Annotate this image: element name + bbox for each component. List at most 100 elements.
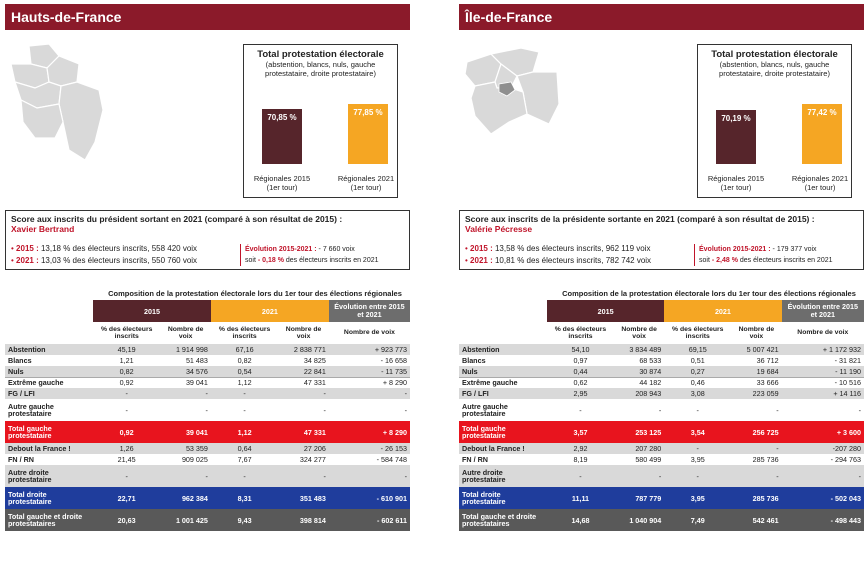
cell-voix-2015: 909 025: [160, 454, 211, 465]
table-row: Nuls 0,44 30 874 0,27 19 684- 11 190: [459, 366, 864, 377]
cell-evolution: - 602 611: [328, 509, 410, 531]
evolution-soit: soit: [245, 257, 256, 264]
cell-pct-2021: 8,31: [210, 487, 279, 509]
row-label: Autre gauche protestataire: [459, 399, 547, 421]
panel-hauts-de-france: Hauts-de-France Total protestation élect…: [5, 4, 415, 564]
subheader-pct: % des électeurs inscrits: [554, 325, 607, 341]
cell-pct-2021: -: [210, 465, 279, 487]
row-label: Autre gauche protestataire: [5, 399, 93, 421]
cell-voix-2015: 1 040 904: [613, 509, 665, 531]
cell-evolution: -: [781, 399, 864, 421]
table-row: Total droite protestataire 22,71 962 384 8,…: [5, 487, 410, 509]
cell-pct-2015: 3,57: [547, 421, 614, 443]
cell-voix-2015: 787 779: [613, 487, 665, 509]
header-evolution: Évolution entre 2015 et 2021: [781, 300, 864, 322]
cell-pct-2021: -: [664, 443, 732, 454]
bar-2015-value: 70,19 %: [721, 114, 751, 123]
row-label: Debout la France !: [5, 443, 93, 454]
cell-evolution: - 11 735: [328, 366, 410, 377]
incumbent-name: Xavier Bertrand: [11, 224, 75, 234]
table-row: Autre gauche protestataire - - - - -: [5, 399, 410, 421]
cell-pct-2021: -: [210, 399, 279, 421]
cell-pct-2021: 7,67: [210, 454, 279, 465]
cell-voix-2015: 44 182: [613, 376, 665, 388]
evolution-pct: - 0,18 %: [257, 257, 284, 264]
table-row: Abstention 54,10 3 834 489 69,15 5 007 421 + …: [459, 344, 864, 355]
cell-pct-2021: 0,46: [664, 376, 732, 388]
cell-voix-2015: -: [613, 399, 665, 421]
cell-evolution: + 3 600: [781, 421, 864, 443]
score-line: 10,81 % des électeurs inscrits, 782 742 …: [494, 256, 652, 265]
cell-voix-2015: -: [160, 465, 211, 487]
bar-2021-value: 77,85 %: [353, 108, 383, 117]
subheader-evol: Nombre de voix: [343, 329, 395, 337]
cell-voix-2021: 256 725: [731, 421, 782, 443]
cell-voix-2021: 542 461: [731, 509, 782, 531]
bullet-icon: •: [11, 256, 14, 265]
row-label: FN / RN: [5, 454, 93, 465]
score-line: 13,03 % des électeurs inscrits, 550 760 …: [40, 256, 198, 265]
cell-evolution: -: [328, 399, 410, 421]
cell-evolution: - 294 763: [781, 454, 864, 465]
cell-voix-2015: 253 125: [613, 421, 665, 443]
cell-voix-2015: 1 001 425: [160, 509, 211, 531]
cell-voix-2021: -: [731, 399, 782, 421]
cell-pct-2015: 45,19: [93, 344, 161, 355]
row-label: Total gauche protestataire: [5, 421, 93, 443]
score-year: 2015 :: [470, 244, 493, 253]
cell-pct-2015: 0,62: [547, 376, 614, 388]
row-label: FN / RN: [459, 454, 547, 465]
cell-pct-2021: 3,08: [664, 388, 732, 399]
table-row: Extrême gauche 0,92 39 041 1,12 47 331 + 8 29…: [5, 376, 410, 388]
row-label: Total gauche protestataire: [459, 421, 547, 443]
evolution-rest: des électeurs inscrits en 2021: [739, 257, 833, 264]
cell-pct-2015: 14,68: [547, 509, 614, 531]
total-protestation-box: Total protestation électorale (abstentio…: [243, 44, 398, 198]
evolution-note: Évolution 2015-2021 : - 7 660 voix soit …: [240, 244, 379, 266]
row-label: Nuls: [459, 366, 547, 377]
row-label: Blancs: [5, 355, 93, 366]
subheader-pct: % des électeurs inscrits: [100, 325, 153, 341]
cell-voix-2015: 39 041: [160, 376, 211, 388]
cell-voix-2021: 47 331: [278, 376, 329, 388]
cell-voix-2015: 208 943: [613, 388, 665, 399]
table-row: FG / LFI - - - - -: [5, 388, 410, 399]
cell-pct-2015: 2,95: [547, 388, 614, 399]
score-year: 2021 :: [470, 256, 493, 265]
cell-pct-2021: 0,64: [210, 443, 279, 454]
header-2021: 2021: [664, 300, 782, 322]
cell-voix-2021: 285 736: [731, 454, 782, 465]
subheader-empty: [459, 322, 547, 344]
cell-pct-2021: -: [664, 465, 732, 487]
score-box: Score aux inscrits du président sortant …: [5, 210, 410, 270]
header-empty: [5, 300, 93, 322]
score-title: Score aux inscrits de la présidente sort…: [465, 214, 815, 224]
cell-pct-2015: -: [547, 399, 614, 421]
cell-evolution: -207 280: [781, 443, 864, 454]
cell-evolution: - 502 043: [781, 487, 864, 509]
cell-voix-2021: 285 736: [731, 487, 782, 509]
cell-evolution: - 26 153: [328, 443, 410, 454]
score-line: 13,58 % des électeurs inscrits, 962 119 …: [494, 244, 651, 253]
bar-2015: 70,85 %: [262, 109, 302, 164]
evolution-label: Évolution 2015-2021 :: [245, 246, 317, 253]
panel-ile-de-france: Île-de-France Total protestation élector…: [459, 4, 867, 564]
total-subtitle: (abstention, blancs, nuls, gauche protes…: [719, 60, 830, 78]
bar-2021-label: Régionales 2021 (1er tour): [337, 174, 395, 192]
score-box: Score aux inscrits de la présidente sort…: [459, 210, 864, 270]
cell-pct-2021: 3,54: [664, 421, 732, 443]
subheader-evol: Nombre de voix: [797, 329, 849, 337]
cell-voix-2015: 580 499: [613, 454, 665, 465]
cell-voix-2021: -: [278, 465, 329, 487]
cell-pct-2015: 22,71: [93, 487, 161, 509]
subheader-voix: Nombre de voix: [621, 325, 657, 341]
cell-evolution: - 10 516: [781, 376, 864, 388]
cell-voix-2021: 36 712: [731, 355, 782, 366]
header-empty: [459, 300, 547, 322]
cell-voix-2021: -: [278, 388, 329, 399]
row-label: Extrême gauche: [459, 376, 547, 388]
bar-2015-value: 70,85 %: [267, 113, 297, 122]
row-label: Extrême gauche: [5, 376, 93, 388]
cell-voix-2021: 22 841: [278, 366, 329, 377]
score-title: Score aux inscrits du président sortant …: [11, 214, 343, 224]
